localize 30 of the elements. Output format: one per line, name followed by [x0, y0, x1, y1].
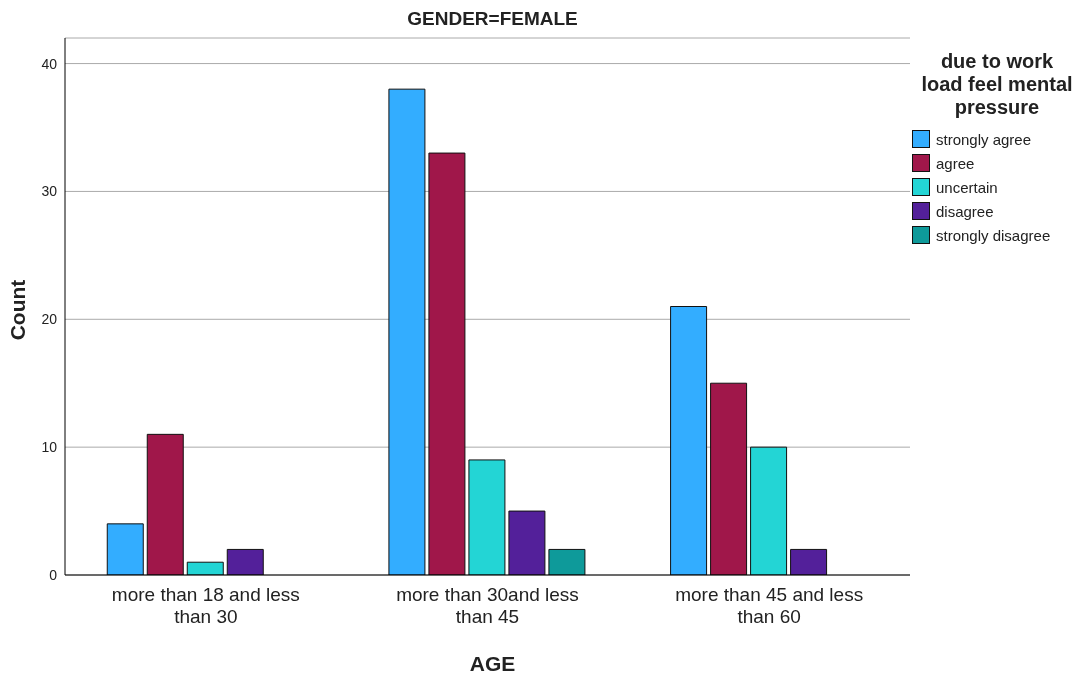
legend-title: due to work load feel mental pressure: [920, 50, 1074, 119]
bar: [710, 382, 748, 575]
y-tick-label: 30: [41, 183, 58, 200]
y-tick-label: 10: [41, 439, 58, 456]
y-tick-label: 20: [41, 311, 58, 328]
legend-label: disagree: [936, 202, 994, 220]
bar: [226, 548, 264, 575]
legend-label: uncertain: [936, 178, 998, 196]
bar: [750, 446, 788, 575]
y-tick-label: 0: [49, 566, 58, 583]
legend-label: strongly disagree: [936, 226, 1051, 244]
bar: [146, 433, 184, 575]
bar: [790, 548, 828, 575]
chart-title: GENDER=FEMALE: [406, 8, 579, 30]
bar: [508, 510, 546, 575]
bar: [670, 306, 708, 575]
y-tick-label: 40: [41, 55, 58, 72]
x-axis-title: AGE: [468, 652, 517, 676]
bar: [428, 152, 466, 575]
legend-label: agree: [936, 154, 975, 172]
bar: [106, 523, 144, 575]
x-tick-label: more than 18 and less than 30: [111, 584, 300, 627]
bar: [388, 88, 426, 575]
legend-label: strongly agree: [936, 130, 1032, 148]
x-tick-label: more than 45 and less than 60: [675, 584, 864, 627]
bar: [468, 459, 506, 575]
y-axis-title: Count: [6, 279, 29, 341]
bar: [548, 548, 586, 575]
x-tick-label: more than 30and less than 45: [396, 584, 579, 627]
bar: [186, 561, 224, 575]
